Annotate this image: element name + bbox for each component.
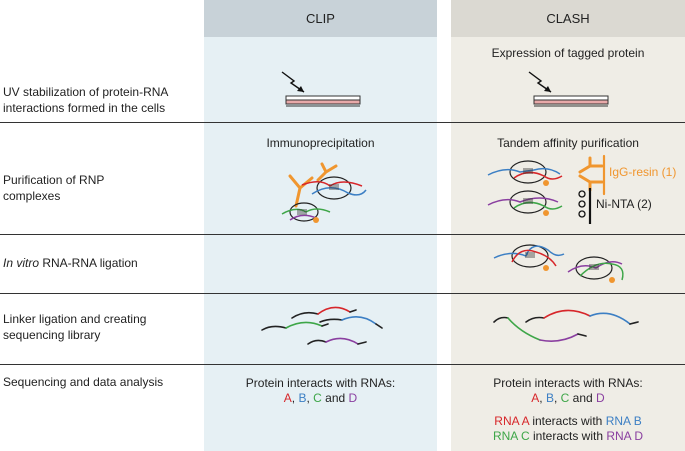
- row-label-uv: UV stabilization of protein-RNA interact…: [3, 85, 169, 115]
- row-label-purification: Purification of RNP complexes: [3, 173, 105, 203]
- antibody-icon: [578, 154, 606, 196]
- uv-arrow-icon: [281, 71, 305, 93]
- row-divider: [0, 364, 685, 365]
- clip-column-bg: [204, 0, 437, 451]
- row-label-sequencing: Sequencing and data analysis: [3, 375, 164, 389]
- rnp-complex-icon: [487, 160, 563, 216]
- clash-sequencing-rnas: [493, 309, 639, 342]
- clash-expression: Expression of tagged protein: [491, 46, 645, 60]
- row-divider: [0, 234, 685, 235]
- ni-nta-bead-icon: [578, 188, 592, 224]
- row-label-linker: Linker ligation and creating sequencing …: [3, 312, 147, 342]
- clash-title: CLASH: [546, 11, 590, 26]
- row-label-ligation: In vitro RNA-RNA ligation: [3, 256, 138, 270]
- clash-header: CLASH: [451, 0, 685, 37]
- ligated-rnp-complex-icon: [493, 244, 624, 283]
- clip-title: CLIP: [306, 11, 335, 26]
- petri-dish-icon: [533, 95, 609, 107]
- igg-resin-label: IgG-resin (1): [609, 165, 677, 179]
- ni-nta-label: Ni-NTA (2): [596, 197, 652, 211]
- clip-sequencing-rnas: [261, 306, 383, 345]
- clash-result: Protein interacts with RNAs: A, B, C and…: [493, 376, 643, 405]
- uv-arrow-icon: [528, 71, 552, 93]
- clip-immunoprecipitation: Immunoprecipitation: [266, 136, 375, 150]
- clash-tandem: Tandem affinity purification: [497, 136, 639, 150]
- row-divider: [0, 122, 685, 123]
- clash-column-bg: [451, 0, 685, 451]
- row-divider: [0, 293, 685, 294]
- clip-result: Protein interacts with RNAs: A, B, C and…: [245, 376, 396, 405]
- clash-pairs: RNA A interacts with RNA B RNA C interac…: [492, 414, 644, 443]
- antibody-icon: [288, 162, 338, 208]
- rnp-complex-icon: [281, 176, 367, 223]
- petri-dish-icon: [285, 95, 361, 107]
- clip-header: CLIP: [204, 0, 437, 37]
